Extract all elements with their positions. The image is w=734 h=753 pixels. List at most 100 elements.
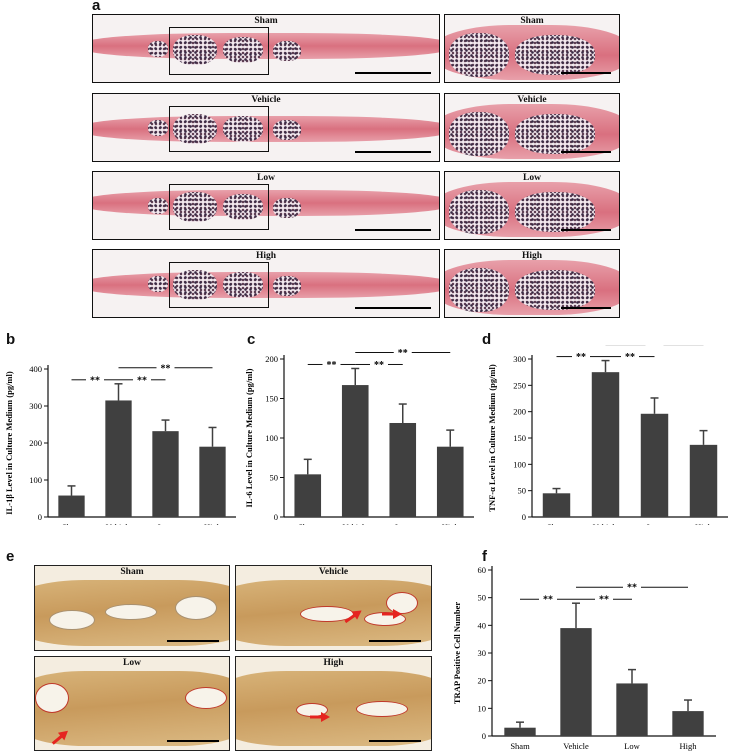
- he-section-high: High: [92, 249, 440, 318]
- panel-label-c: c: [247, 331, 256, 348]
- significance-label: **: [576, 352, 586, 363]
- y-tick-label: 100: [513, 459, 526, 469]
- bone-marrow: [449, 268, 509, 312]
- bone-marrow: [449, 190, 509, 234]
- panel-label-a: a: [92, 0, 101, 14]
- chart-tnfa: 0 50 100 150 200 250 300 Sham Vehicle Low High ** **…: [487, 345, 728, 525]
- y-tick-label: 0: [38, 512, 42, 522]
- significance-label: **: [90, 375, 100, 386]
- bar-high: [672, 711, 704, 736]
- trap-section-title: Low: [123, 658, 141, 668]
- bar-vehicle: [341, 385, 369, 517]
- he-zoom-high: High: [444, 249, 620, 318]
- panel-label-e: e: [6, 548, 15, 565]
- bone-marrow: [148, 41, 168, 57]
- scale-bar: [355, 307, 431, 309]
- x-tick-label: High: [695, 522, 713, 525]
- x-tick-label: Vehicle: [563, 741, 589, 751]
- scale-bar: [561, 72, 611, 74]
- y-tick-label: 50: [478, 593, 487, 603]
- significance-label: **: [327, 360, 337, 371]
- x-tick-label: Vehicle: [593, 522, 619, 525]
- scale-bar: [561, 307, 611, 309]
- y-tick-label: 400: [29, 364, 42, 374]
- he-section-sham: Sham: [92, 14, 440, 83]
- y-axis-label: IL-6 Level in Culture Medium (pg/ml): [244, 368, 254, 507]
- bone-marrow: [173, 270, 217, 300]
- bar-vehicle: [560, 628, 592, 736]
- y-tick-label: 20: [478, 676, 487, 686]
- bone-marrow: [515, 192, 595, 232]
- bone-marrow: [273, 198, 301, 218]
- bone-marrow: [449, 112, 509, 156]
- scale-bar: [369, 640, 421, 642]
- x-tick-label: High: [680, 741, 698, 751]
- bar-low: [640, 413, 669, 517]
- bar-sham: [542, 493, 571, 517]
- panel-label-b: b: [6, 331, 16, 348]
- he-section-title: High: [255, 251, 277, 261]
- trap-section-title: Vehicle: [318, 567, 349, 577]
- bone-marrow: [173, 192, 217, 222]
- y-tick-label: 100: [265, 433, 278, 443]
- marrow-cavity: [35, 683, 69, 713]
- y-tick-label: 150: [265, 394, 278, 404]
- x-tick-label: Sham: [298, 522, 318, 525]
- y-tick-label: 0: [274, 512, 278, 522]
- arrow-icon: [382, 606, 402, 624]
- he-zoom-title: Low: [523, 173, 541, 183]
- chart-trap-count: 0 10 20 30 40 50 60 Sham Vehicle Low High ** ** ** TRA…: [452, 565, 716, 751]
- y-tick-label: 10: [478, 703, 487, 713]
- he-zoom-title: Vehicle: [517, 95, 547, 105]
- he-zoom-title: High: [521, 251, 543, 261]
- he-zoom-vehicle: Vehicle: [444, 93, 620, 162]
- y-tick-label: 60: [478, 565, 487, 575]
- x-tick-label: High: [204, 522, 222, 525]
- he-section-title: Low: [257, 173, 275, 183]
- he-section-low: Low: [92, 171, 440, 240]
- significance-label: **: [137, 375, 147, 386]
- trap-section-sham: Sham: [34, 565, 230, 651]
- bar-high: [689, 444, 718, 517]
- bone-tissue: [35, 671, 229, 746]
- bar-low: [389, 422, 417, 517]
- panel-label-d: d: [482, 331, 492, 348]
- scale-bar: [355, 151, 431, 153]
- y-tick-label: 30: [478, 648, 487, 658]
- scale-bar: [167, 640, 219, 642]
- y-tick-label: 0: [482, 731, 486, 741]
- significance-label: **: [627, 583, 637, 594]
- y-tick-label: 50: [518, 486, 527, 496]
- significance-label: **: [650, 345, 660, 351]
- y-tick-label: 100: [29, 475, 42, 485]
- y-tick-label: 200: [29, 438, 42, 448]
- zoom-region-box: [169, 184, 269, 230]
- trap-section-high: High: [235, 656, 432, 751]
- zoom-region-box: [169, 106, 269, 152]
- y-axis-label: TRAP Positive Cell Number: [452, 602, 462, 704]
- x-tick-label: Low: [624, 741, 640, 751]
- bone-marrow: [173, 35, 217, 65]
- trap-section-title: High: [323, 658, 344, 668]
- y-tick-label: 200: [265, 354, 278, 364]
- arrow-icon: [48, 725, 75, 750]
- he-zoom-sham: Sham: [444, 14, 620, 83]
- bar-low: [616, 683, 648, 736]
- x-tick-label: Sham: [547, 522, 567, 525]
- y-tick-label: 200: [513, 407, 526, 417]
- x-tick-label: Sham: [510, 741, 530, 751]
- scale-bar: [561, 151, 611, 153]
- x-tick-label: Sham: [62, 522, 82, 525]
- zoom-region-box: [169, 27, 269, 75]
- chart-il6: 0 50 100 150 200 Sham Vehicle Low High ** ** ** IL-6…: [244, 348, 474, 525]
- marrow-cavity: [175, 596, 217, 620]
- panel-label-f: f: [482, 548, 487, 565]
- marrow-cavity: [49, 610, 95, 630]
- he-zoom-title: Sham: [520, 16, 544, 26]
- y-tick-label: 300: [513, 354, 526, 364]
- arrow-icon: [341, 604, 368, 630]
- scale-bar: [167, 740, 219, 742]
- bone-marrow: [148, 198, 168, 214]
- bar-vehicle: [105, 400, 132, 517]
- bone-marrow: [223, 194, 263, 220]
